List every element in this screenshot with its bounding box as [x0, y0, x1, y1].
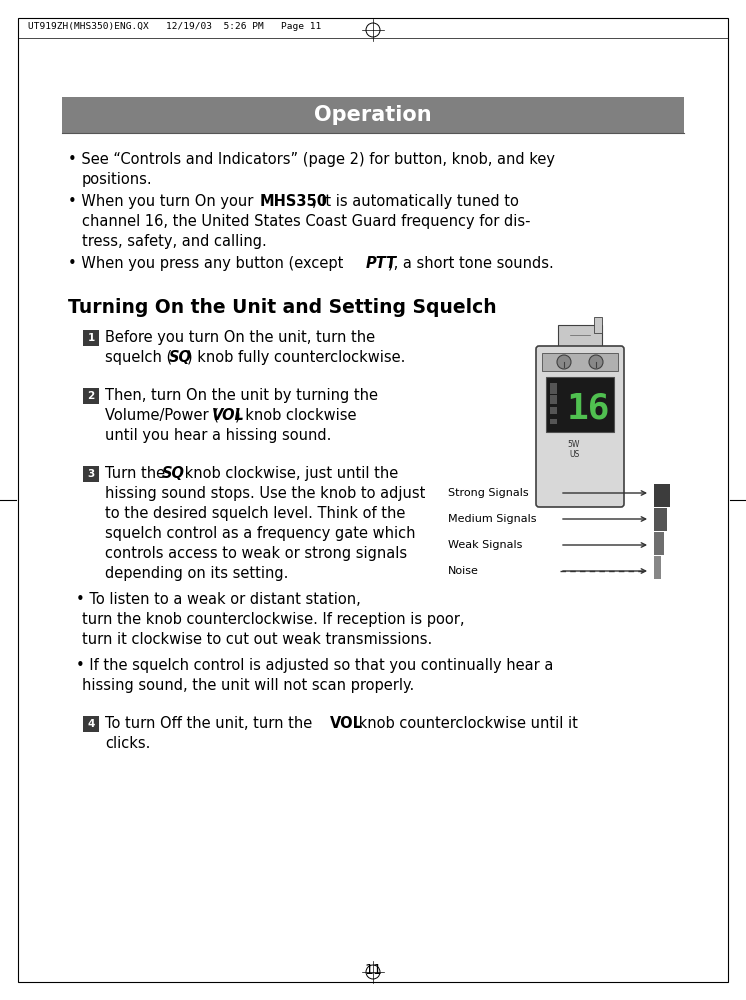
- Text: • See “Controls and Indicators” (page 2) for button, knob, and key: • See “Controls and Indicators” (page 2)…: [68, 152, 555, 167]
- Text: hissing sound, the unit will not scan properly.: hissing sound, the unit will not scan pr…: [82, 678, 414, 693]
- Bar: [542, 353, 618, 371]
- Bar: [550, 419, 557, 424]
- Text: positions.: positions.: [82, 172, 153, 187]
- Text: turn it clockwise to cut out weak transmissions.: turn it clockwise to cut out weak transm…: [82, 632, 432, 647]
- Text: knob counterclockwise until it: knob counterclockwise until it: [354, 716, 578, 731]
- FancyBboxPatch shape: [536, 346, 624, 507]
- Bar: [550, 395, 557, 404]
- Text: Then, turn On the unit by turning the: Then, turn On the unit by turning the: [105, 388, 378, 403]
- Text: • When you turn On your: • When you turn On your: [68, 194, 258, 209]
- Text: Turn the: Turn the: [105, 466, 170, 481]
- Text: SQ: SQ: [162, 466, 185, 481]
- Text: controls access to weak or strong signals: controls access to weak or strong signal…: [105, 546, 407, 561]
- Circle shape: [557, 355, 571, 369]
- Text: Volume/Power (: Volume/Power (: [105, 408, 219, 423]
- Text: PTT: PTT: [366, 256, 397, 271]
- Text: 11: 11: [364, 963, 382, 977]
- Text: channel 16, the United States Coast Guard frequency for dis-: channel 16, the United States Coast Guar…: [82, 214, 530, 229]
- Text: 5W
US: 5W US: [568, 440, 580, 459]
- Text: ) knob fully counterclockwise.: ) knob fully counterclockwise.: [187, 350, 405, 365]
- Text: UT919ZH(MHS350)ENG.QX   12/19/03  5:26 PM   Page 11: UT919ZH(MHS350)ENG.QX 12/19/03 5:26 PM P…: [28, 22, 322, 31]
- Bar: [62, 97, 684, 133]
- Text: 3: 3: [87, 469, 95, 479]
- Bar: [83, 466, 99, 482]
- Text: Noise: Noise: [448, 566, 479, 576]
- Bar: [550, 383, 557, 394]
- Bar: [654, 532, 664, 555]
- Text: MHS350: MHS350: [260, 194, 328, 209]
- Text: Weak Signals: Weak Signals: [448, 540, 522, 550]
- Text: 1: 1: [87, 333, 95, 343]
- Text: ), a short tone sounds.: ), a short tone sounds.: [388, 256, 554, 271]
- Bar: [83, 388, 99, 404]
- Text: 2: 2: [87, 391, 95, 401]
- Bar: [654, 484, 670, 507]
- Text: squelch (: squelch (: [105, 350, 172, 365]
- Bar: [550, 407, 557, 414]
- Text: • To listen to a weak or distant station,: • To listen to a weak or distant station…: [76, 592, 361, 607]
- Text: Operation: Operation: [314, 105, 432, 125]
- Text: depending on its setting.: depending on its setting.: [105, 566, 289, 581]
- Bar: [654, 556, 661, 579]
- Text: 16: 16: [566, 391, 609, 426]
- Text: To turn Off the unit, turn the: To turn Off the unit, turn the: [105, 716, 317, 731]
- Text: to the desired squelch level. Think of the: to the desired squelch level. Think of t…: [105, 506, 405, 521]
- Circle shape: [589, 355, 603, 369]
- Bar: [558, 325, 602, 347]
- Text: until you hear a hissing sound.: until you hear a hissing sound.: [105, 428, 331, 443]
- Text: VOL: VOL: [212, 408, 245, 423]
- Text: • When you press any button (except: • When you press any button (except: [68, 256, 348, 271]
- Text: • If the squelch control is adjusted so that you continually hear a: • If the squelch control is adjusted so …: [76, 658, 554, 673]
- Text: Medium Signals: Medium Signals: [448, 514, 536, 524]
- Bar: [546, 377, 614, 432]
- Bar: [83, 330, 99, 346]
- Text: tress, safety, and calling.: tress, safety, and calling.: [82, 234, 267, 249]
- Text: Before you turn On the unit, turn the: Before you turn On the unit, turn the: [105, 330, 375, 345]
- Text: , it is automatically tuned to: , it is automatically tuned to: [312, 194, 519, 209]
- Text: squelch control as a frequency gate which: squelch control as a frequency gate whic…: [105, 526, 416, 541]
- Bar: [446, 480, 674, 584]
- Text: ) knob clockwise: ) knob clockwise: [235, 408, 357, 423]
- Text: Turning On the Unit and Setting Squelch: Turning On the Unit and Setting Squelch: [68, 298, 497, 317]
- Text: VOL: VOL: [330, 716, 363, 731]
- Text: 4: 4: [87, 719, 95, 729]
- Text: knob clockwise, just until the: knob clockwise, just until the: [180, 466, 398, 481]
- Bar: [654, 508, 667, 531]
- Text: clicks.: clicks.: [105, 736, 151, 751]
- Text: SQ: SQ: [169, 350, 192, 365]
- Text: turn the knob counterclockwise. If reception is poor,: turn the knob counterclockwise. If recep…: [82, 612, 465, 627]
- Bar: [594, 317, 602, 333]
- Text: hissing sound stops. Use the knob to adjust: hissing sound stops. Use the knob to adj…: [105, 486, 425, 501]
- Text: Strong Signals: Strong Signals: [448, 488, 529, 498]
- Bar: [83, 716, 99, 732]
